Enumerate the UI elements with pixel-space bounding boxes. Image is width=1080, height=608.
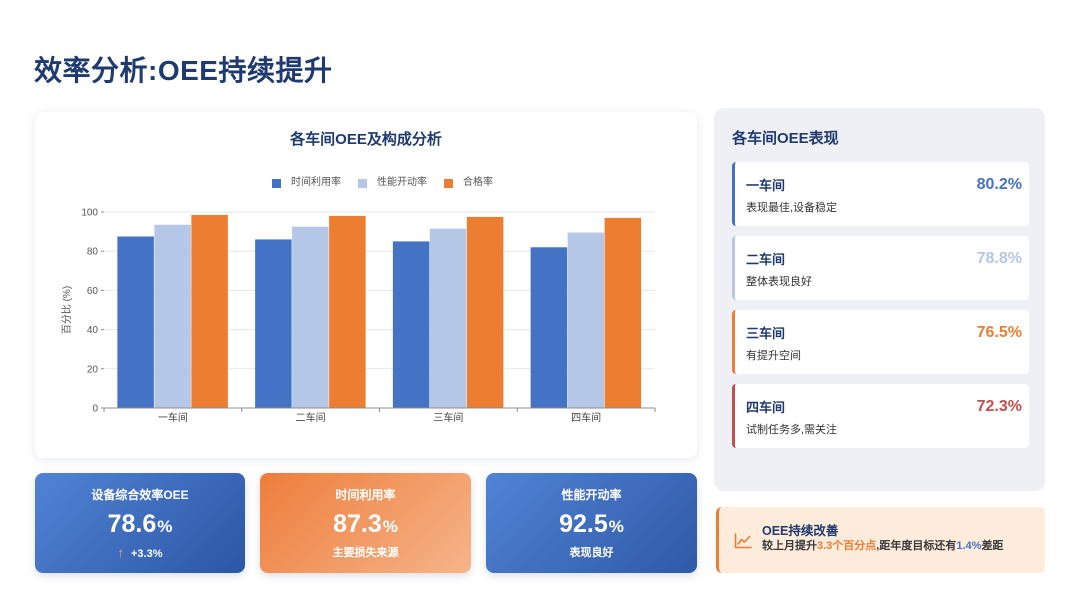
workshop-item-1[interactable]: 一车间 80.2% 表现最佳,设备稳定 <box>732 162 1029 226</box>
workshop-oee-value: 72.3% <box>976 398 1022 415</box>
workshop-desc: 有提升空间 <box>746 350 801 362</box>
legend-swatch <box>444 178 453 188</box>
bar-series1-cat1 <box>117 236 154 408</box>
bar-series1-cat4 <box>530 247 568 408</box>
callout-text: 较上月提升3.3个百分点,距年度目标还有1.4%差距 <box>762 538 1020 554</box>
kpi-card-performance-rate[interactable]: 性能开动率 92.5% 表现良好 <box>486 473 697 573</box>
legend-label: 合格率 <box>463 177 493 188</box>
kpi-value: 78.6% <box>35 509 245 543</box>
kpi-unit: % <box>157 517 173 536</box>
callout-text-part: ,距年度目标还有 <box>876 540 957 552</box>
bar-series1-cat2 <box>255 239 292 408</box>
callout-text-part: 较上月提升 <box>762 540 817 552</box>
kpi-label: 设备综合效率OEE <box>91 488 189 502</box>
kpi-card-oee[interactable]: 设备综合效率OEE 78.6% ↑ +3.3% <box>35 473 245 573</box>
y-tick-label: 100 <box>81 208 98 219</box>
kpi-note: 表现良好 <box>569 547 614 559</box>
bar-series1-cat3 <box>392 241 430 408</box>
workshop-desc: 整体表现良好 <box>746 276 812 288</box>
bar-series3-cat4 <box>604 217 642 408</box>
kpi-number: 87.3 <box>333 510 382 538</box>
workshop-oee-panel: 各车间OEE表现 一车间 80.2% 表现最佳,设备稳定 二车间 78.8% 整… <box>714 108 1045 491</box>
workshop-oee-value: 80.2% <box>976 176 1022 193</box>
x-tick-label: 一车间 <box>158 411 188 424</box>
bar-series2-cat2 <box>292 226 329 408</box>
kpi-unit: % <box>608 517 624 536</box>
arrow-up-icon: ↑ <box>117 545 125 560</box>
y-tick-label: 20 <box>87 364 99 375</box>
workshop-oee-value: 78.8% <box>976 250 1022 267</box>
kpi-unit: % <box>382 517 398 536</box>
kpi-value: 92.5% <box>486 509 697 543</box>
legend-item-quality-rate[interactable]: 合格率 <box>444 177 493 189</box>
kpi-value: 87.3% <box>260 509 471 543</box>
bar-series2-cat1 <box>154 224 191 408</box>
callout-text-part: 差距 <box>981 540 1004 552</box>
chart-card: 各车间OEE及构成分析 时间利用率 性能开动率 合格率 百分比 (%) 0 20 4… <box>35 112 697 458</box>
workshop-name: 四车间 <box>746 400 786 415</box>
x-tick-label: 三车间 <box>433 411 463 424</box>
legend-item-time-utilization[interactable]: 时间利用率 <box>272 177 341 189</box>
bar-series3-cat2 <box>329 215 366 408</box>
page-title: 效率分析:OEE持续提升 <box>34 55 333 86</box>
workshop-desc: 试制任务多,需关注 <box>746 424 838 436</box>
bar-series3-cat3 <box>466 216 504 408</box>
bar-series2-cat3 <box>429 228 467 408</box>
bar-chart: 0 20 40 60 80 100 一车间 二车间 三车间 四车间 <box>81 208 656 424</box>
chart-title: 各车间OEE及构成分析 <box>290 131 442 148</box>
kpi-label: 时间利用率 <box>335 488 396 502</box>
callout-title: OEE持续改善 <box>762 524 839 538</box>
workshop-name: 三车间 <box>746 326 786 341</box>
kpi-note: 主要损失来源 <box>332 547 399 559</box>
workshop-item-3[interactable]: 三车间 76.5% 有提升空间 <box>732 310 1029 374</box>
y-tick-label: 60 <box>87 286 99 297</box>
kpi-number: 92.5 <box>559 510 608 538</box>
bar-series3-cat1 <box>191 214 228 408</box>
kpi-trend: ↑ +3.3% <box>35 546 245 561</box>
y-tick-label: 40 <box>87 325 99 336</box>
bar-series2-cat4 <box>567 232 605 408</box>
x-tick-label: 四车间 <box>571 411 601 424</box>
x-tick-label: 二车间 <box>296 411 326 424</box>
callout-highlight-gap: 1.4% <box>956 540 982 552</box>
workshop-oee-value: 76.5% <box>976 324 1022 341</box>
callout-highlight-improvement: 3.3个百分点 <box>817 540 877 552</box>
legend-swatch <box>358 178 367 188</box>
workshop-item-2[interactable]: 二车间 78.8% 整体表现良好 <box>732 236 1029 300</box>
oee-improvement-callout: OEE持续改善 较上月提升3.3个百分点,距年度目标还有1.4%差距 <box>716 507 1045 573</box>
panel-title: 各车间OEE表现 <box>732 130 839 147</box>
workshop-name: 二车间 <box>746 252 786 267</box>
legend-swatch <box>272 178 281 188</box>
trend-chart-icon <box>734 533 752 549</box>
legend-label: 时间利用率 <box>291 177 341 188</box>
workshop-item-4[interactable]: 四车间 72.3% 试制任务多,需关注 <box>732 384 1029 448</box>
workshop-desc: 表现最佳,设备稳定 <box>746 202 838 214</box>
chart-legend: 时间利用率 性能开动率 合格率 <box>272 177 510 189</box>
legend-item-performance-rate[interactable]: 性能开动率 <box>358 177 427 189</box>
y-tick-label: 80 <box>87 247 99 258</box>
kpi-card-time-utilization[interactable]: 时间利用率 87.3% 主要损失来源 <box>260 473 471 573</box>
legend-label: 性能开动率 <box>377 177 427 188</box>
workshop-name: 一车间 <box>746 178 786 193</box>
kpi-number: 78.6 <box>107 510 157 538</box>
kpi-label: 性能开动率 <box>561 488 622 502</box>
kpi-trend-value: +3.3% <box>131 548 163 560</box>
y-tick-label: 0 <box>92 404 98 415</box>
